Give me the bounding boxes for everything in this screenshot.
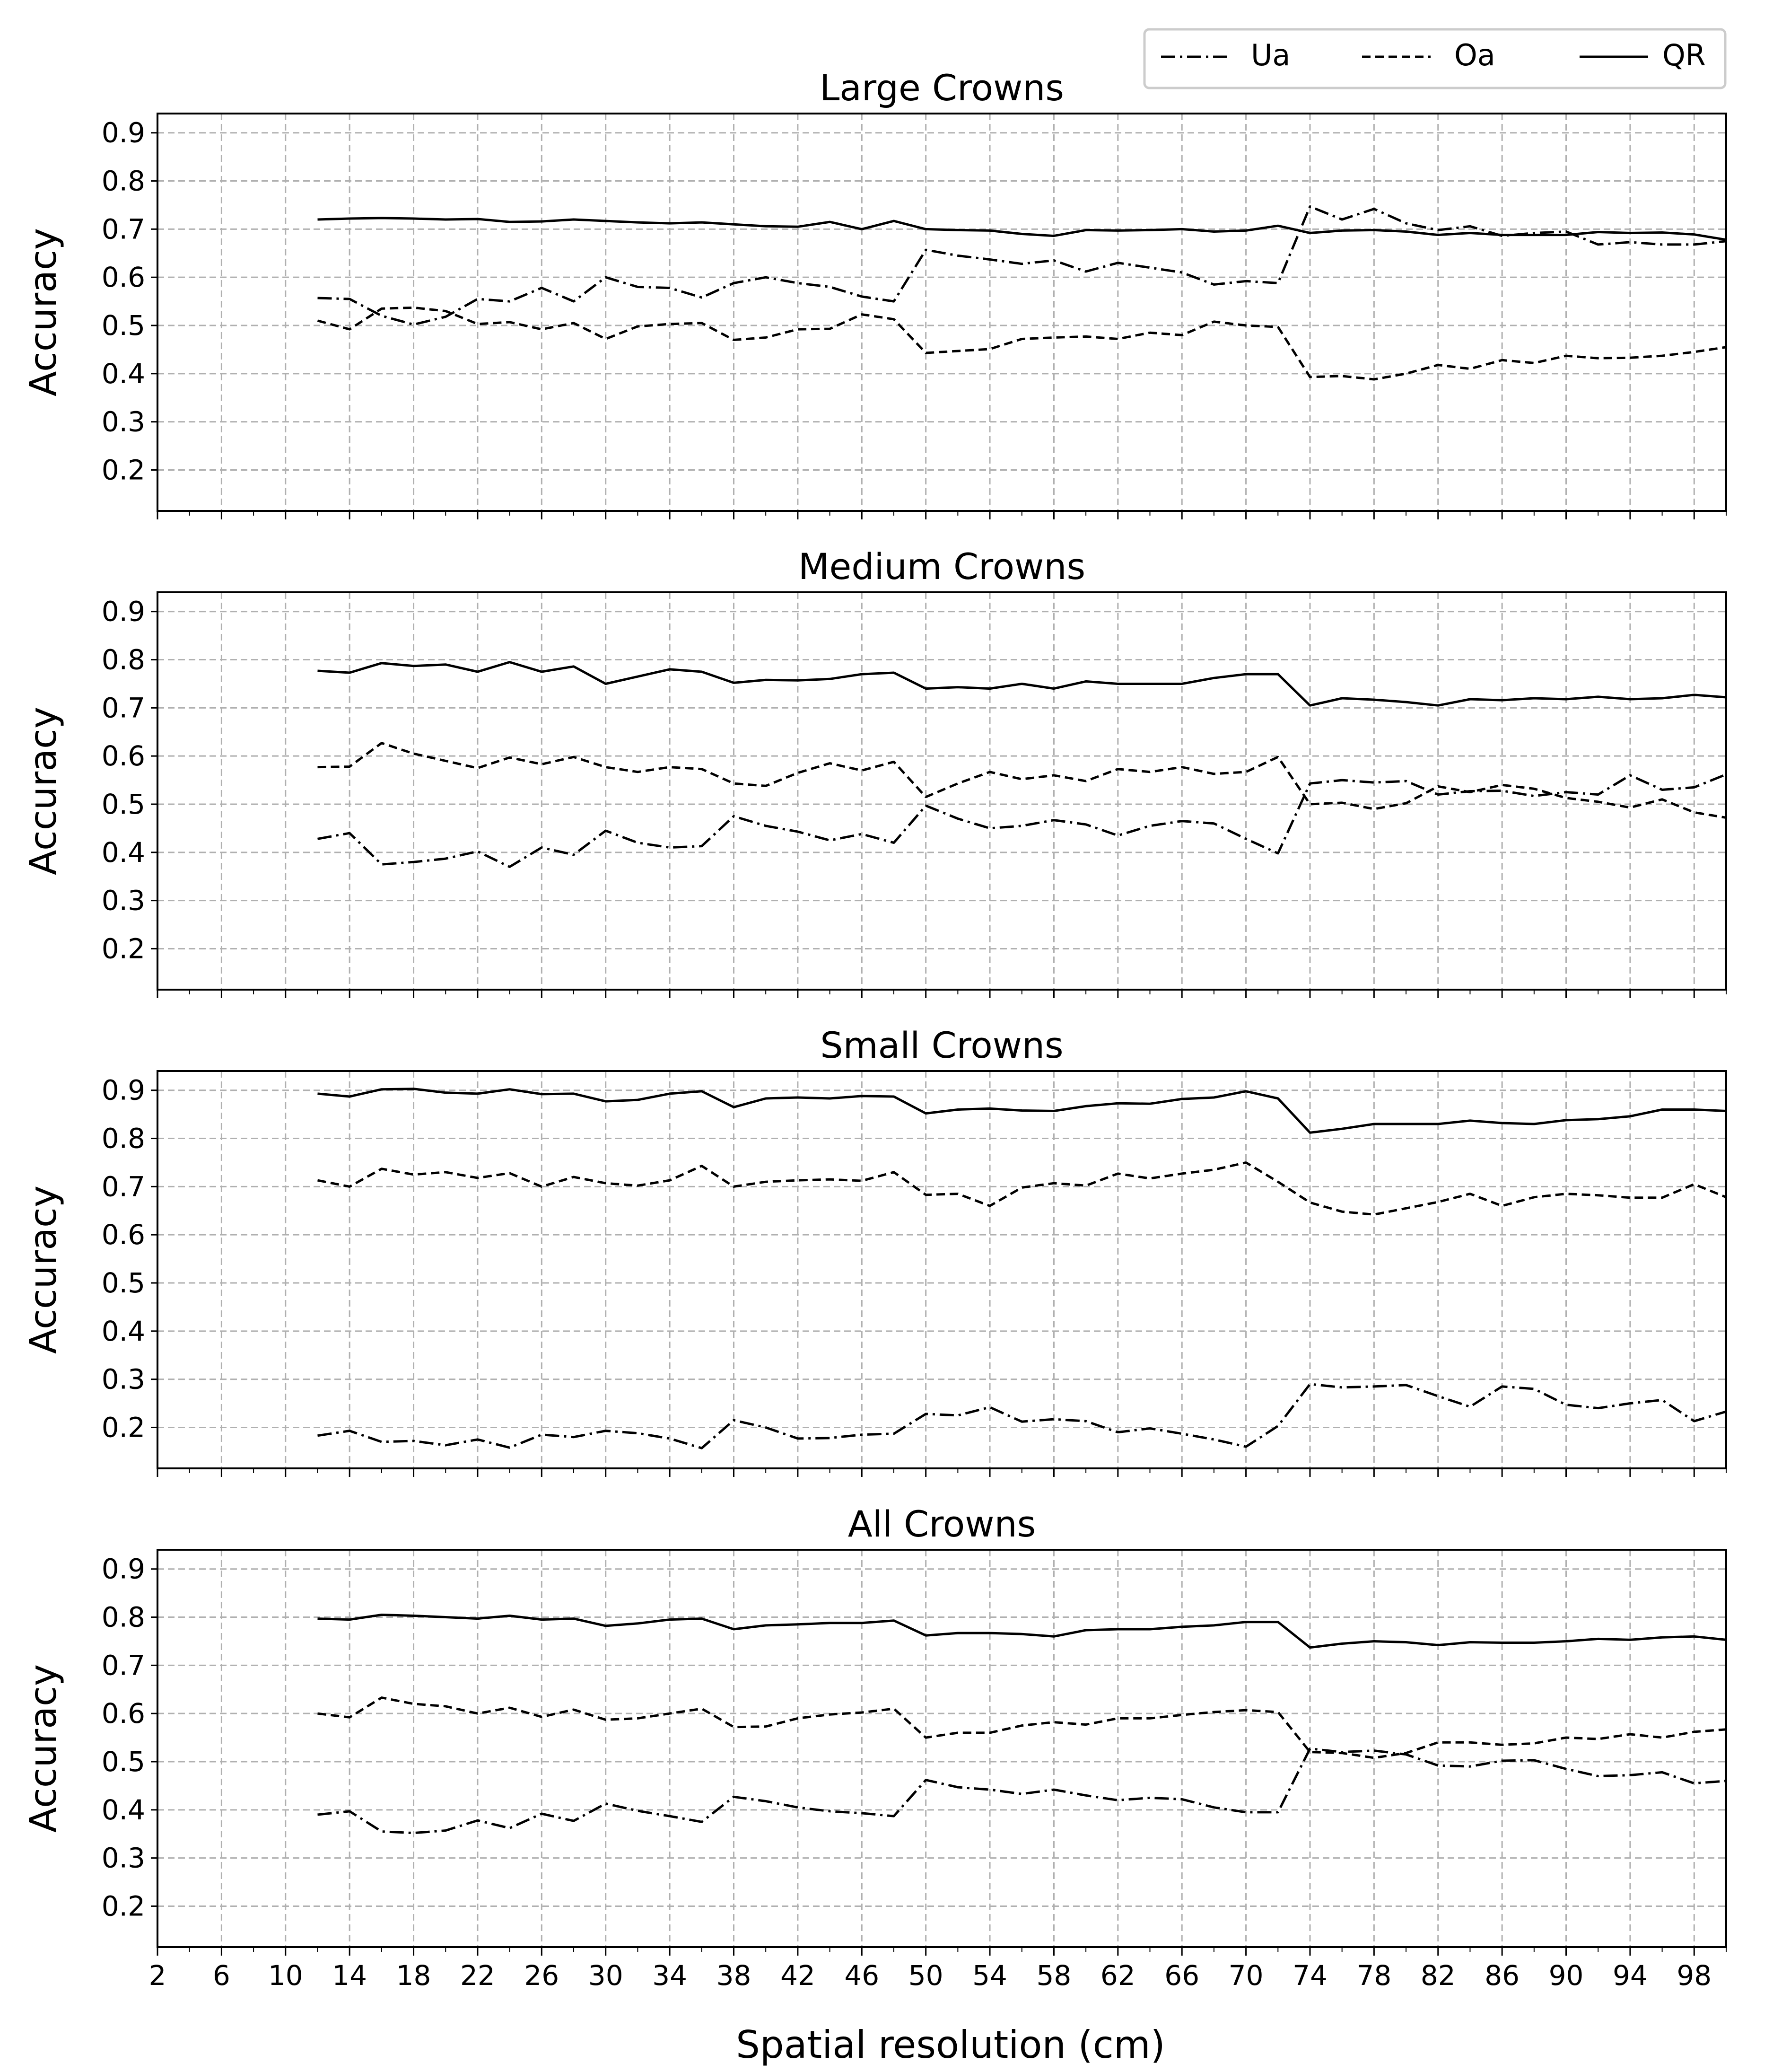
y-tick-label: 0.2 [102,1890,145,1922]
y-tick-label: 0.8 [102,1123,145,1155]
x-tick-label: 14 [332,1959,367,1992]
y-tick-label: 0.4 [102,1315,145,1347]
x-tick-label: 42 [780,1959,815,1992]
y-tick-label: 0.5 [102,1267,145,1299]
series-line-ua [317,1383,1727,1449]
y-axis-label: Accuracy [22,1185,65,1354]
x-tick-label: 2 [149,1959,166,1992]
panel-large-crowns: Large Crowns 0.2 0.3 0.4 0.5 0.6 0.7 0.8 0.9 Accu… [22,67,1727,519]
x-tick-label: 58 [1037,1959,1072,1992]
y-tick-label: 0.3 [102,1842,145,1874]
y-tick-label: 0.7 [102,692,145,724]
y-tick-label: 0.2 [102,454,145,486]
y-tick-label: 0.2 [102,1411,145,1443]
series-line-ua [317,773,1727,868]
y-tick-label: 0.4 [102,358,145,390]
y-tick-label: 0.9 [102,1074,145,1106]
x-axis-label: Spatial resolution (cm) [736,2023,1165,2067]
series-line-qr [317,217,1727,241]
y-tick-label: 0.8 [102,644,145,676]
x-tick-label: 70 [1229,1959,1264,1992]
y-tick-label: 0.9 [102,596,145,628]
legend-label-qr: QR [1662,38,1706,72]
x-tick-label: 10 [268,1959,303,1992]
panel-title: Large Crowns [820,67,1064,109]
legend-label-ua: Ua [1251,38,1290,72]
panel-small-crowns: Small Crowns 0.2 0.3 0.4 0.5 0.6 0.7 0.8 0.9 Accu… [22,1024,1727,1477]
x-tick-label: 98 [1677,1959,1712,1992]
series-line-oa [317,306,1727,381]
x-tick-label: 26 [524,1959,559,1992]
x-tick-label: 74 [1293,1959,1328,1992]
x-tick-label: 46 [844,1959,879,1992]
plot-frame [157,1070,1727,1469]
x-tick-label: 54 [972,1959,1007,1992]
x-tick-label: 62 [1100,1959,1135,1992]
panels: Large Crowns 0.2 0.3 0.4 0.5 0.6 0.7 0.8 0.9 Accu… [22,67,1727,1992]
y-tick-label: 0.6 [102,261,145,293]
x-tick-label: 86 [1485,1959,1520,1992]
y-tick-label: 0.7 [102,1649,145,1681]
y-tick-label: 0.8 [102,1601,145,1633]
y-tick-label: 0.7 [102,213,145,245]
x-tick-label: 30 [588,1959,623,1992]
series-line-ua [317,1747,1727,1835]
legend-frame [1143,28,1727,89]
x-tick-label: 22 [460,1959,495,1992]
y-tick-label: 0.3 [102,1363,145,1396]
panel-title: All Crowns [848,1503,1036,1545]
y-tick-label: 0.2 [102,932,145,965]
panel-medium-crowns: Medium Crowns 0.2 0.3 0.4 0.5 0.6 0.7 0.8 0.9 Acc… [22,545,1727,998]
series-line-qr [317,1614,1727,1649]
y-tick-label: 0.5 [102,309,145,342]
y-tick-label: 0.3 [102,885,145,917]
x-tick-label: 94 [1613,1959,1648,1992]
series-line-qr [317,1088,1727,1134]
x-tick-label: 90 [1549,1959,1584,1992]
x-tick-label: 38 [716,1959,751,1992]
y-tick-label: 0.9 [102,1553,145,1585]
y-axis-label: Accuracy [22,228,65,396]
y-axis-label: Accuracy [22,707,65,875]
series-line-oa [317,742,1727,819]
plot-frame [157,1549,1727,1948]
y-tick-label: 0.9 [102,117,145,149]
y-tick-label: 0.3 [102,406,145,438]
x-tick-label: 78 [1356,1959,1391,1992]
y-tick-label: 0.5 [102,1746,145,1778]
panel-title: Small Crowns [820,1024,1063,1066]
panel-title: Medium Crowns [798,545,1085,588]
y-tick-label: 0.4 [102,1794,145,1826]
series-line-oa [317,1696,1727,1759]
series-line-oa [317,1161,1727,1216]
series-line-ua [317,205,1727,326]
y-tick-label: 0.5 [102,788,145,820]
plot-frame [157,113,1727,512]
y-tick-label: 0.6 [102,1697,145,1730]
y-tick-label: 0.8 [102,165,145,197]
x-tick-label: 6 [213,1959,230,1992]
x-tick-label: 82 [1421,1959,1456,1992]
y-tick-label: 0.4 [102,836,145,869]
x-tick-label: 18 [396,1959,431,1992]
y-tick-label: 0.6 [102,740,145,772]
plot-frame [157,591,1727,991]
series-line-qr [317,661,1727,707]
x-tick-label: 34 [652,1959,687,1992]
y-tick-label: 0.6 [102,1219,145,1251]
x-tick-label: 66 [1164,1959,1199,1992]
y-tick-label: 0.7 [102,1170,145,1203]
legend: Ua Oa QR [1143,28,1727,89]
y-axis-label: Accuracy [22,1664,65,1833]
x-tick-label: 50 [908,1959,943,1992]
legend-label-oa: Oa [1454,38,1495,72]
